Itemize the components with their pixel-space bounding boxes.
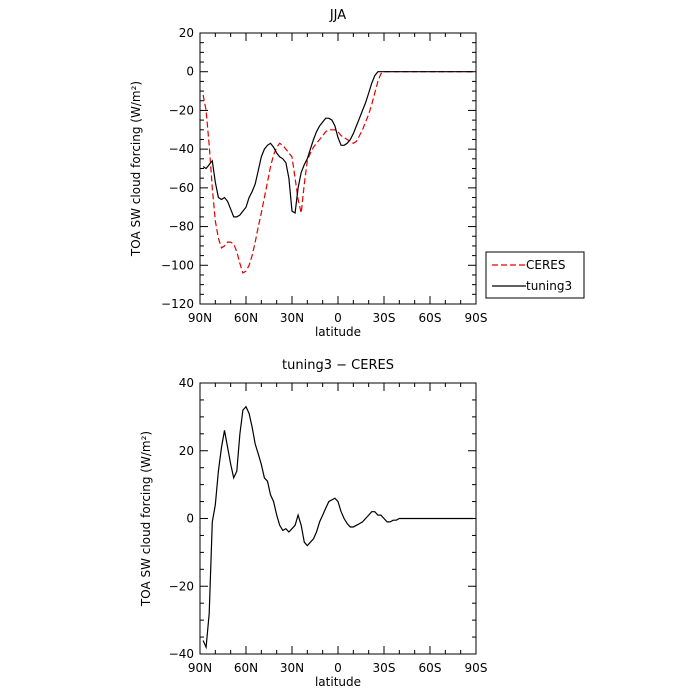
chart-title: JJA: [329, 8, 346, 23]
y-axis-label: TOA SW cloud forcing (W/m²): [139, 431, 153, 607]
y-tick-label: −80: [169, 220, 194, 234]
chart-2: tuning3 − CERES 90N 60N 30N 0 30S 60S 90S 40 20 0 −…: [139, 358, 487, 689]
y-tick-label: 20: [179, 26, 194, 40]
y-tick-label: −20: [169, 103, 194, 117]
x-tick-label: 90S: [465, 311, 488, 325]
y-tick-label: −40: [169, 647, 194, 661]
y-tick-label: 0: [186, 512, 194, 526]
x-tick-label: 0: [334, 311, 342, 325]
x-tick-label: 30N: [280, 661, 304, 675]
legend-label-tuning3: tuning3: [526, 279, 572, 293]
chart-1: JJA 90N 60N 30N 0 30S 60S 90S 20 0 −20 −40 −60 −80 −10…: [129, 8, 585, 339]
y-axis-label: TOA SW cloud forcing (W/m²): [129, 81, 143, 257]
x-tick-label: 30N: [280, 311, 304, 325]
y-tick-label: −100: [161, 258, 194, 272]
y-tick-label: 20: [179, 444, 194, 458]
x-tick-label: 60N: [234, 661, 258, 675]
legend-label-ceres: CERES: [526, 258, 566, 272]
legend-box: [485, 251, 585, 299]
plot-frame: [199, 32, 477, 305]
series-line-ceres: [202, 71, 473, 274]
series-line-tuning3: [202, 71, 473, 218]
y-tick-label: 40: [179, 376, 194, 390]
x-axis-label: latitude: [315, 325, 361, 339]
chart-title: tuning3 − CERES: [282, 358, 394, 373]
y-tick-label: −120: [161, 297, 194, 311]
x-tick-label: 60S: [419, 311, 442, 325]
x-tick-label: 60S: [419, 661, 442, 675]
y-tick-label: −40: [169, 142, 194, 156]
y-tick-label: 0: [186, 65, 194, 79]
x-tick-label: 60N: [234, 311, 258, 325]
y-tick-label: −60: [169, 181, 194, 195]
x-tick-label: 0: [334, 661, 342, 675]
y-tick-label: −20: [169, 579, 194, 593]
x-axis-label: latitude: [315, 675, 361, 689]
legend: CERES tuning3: [485, 251, 585, 299]
x-tick-label: 90N: [188, 661, 212, 675]
x-tick-label: 90N: [188, 311, 212, 325]
x-tick-label: 90S: [465, 661, 488, 675]
x-tick-label: 30S: [373, 311, 396, 325]
series-line-difference: [202, 405, 473, 650]
x-tick-label: 30S: [373, 661, 396, 675]
